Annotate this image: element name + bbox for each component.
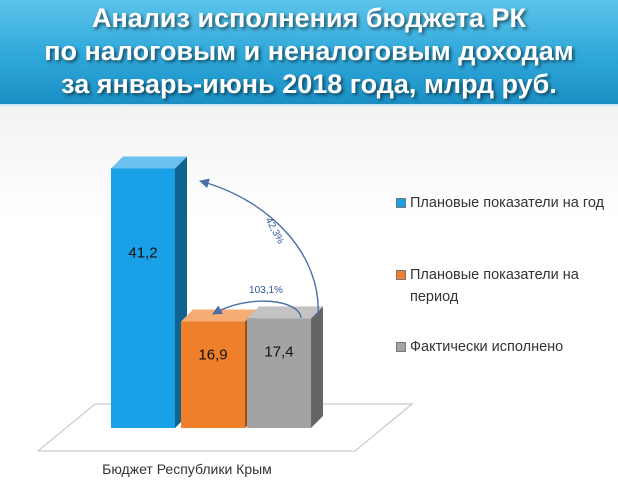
legend-label-planned-year: Плановые показатели на год [410, 195, 605, 211]
title-banner: Анализ исполнения бюджета РК по налоговы… [0, 0, 618, 106]
bar-actual [247, 306, 323, 428]
annotation-arrow-2 [212, 300, 302, 319]
title-line-2: по налоговым и неналоговым доходам [44, 36, 574, 66]
slide-title: Анализ исполнения бюджета РК по налоговы… [0, 2, 618, 101]
value-label-actual: 17,4 [264, 343, 293, 360]
value-labels: 41,2 16,9 17,4 [128, 244, 293, 363]
bar-planned-year [111, 156, 187, 428]
legend-swatch-planned-period [396, 270, 406, 280]
annotation-arrows: 42,3% 103,1% [199, 178, 319, 319]
title-line-1: Анализ исполнения бюджета РК [91, 3, 527, 33]
legend-label-planned-period: Плановые показатели на период [410, 267, 579, 305]
legend-label-actual: Фактически исполнено [410, 339, 564, 355]
bar-top-planned-year [111, 156, 187, 169]
bar-top-planned-period [181, 309, 257, 322]
bar-side-actual [311, 306, 323, 428]
bar-front-planned-period [181, 321, 245, 428]
bar-top-actual [247, 306, 323, 319]
annotation-arrow-1 [199, 178, 319, 317]
legend-swatch-actual [396, 342, 406, 352]
bar-front-actual [247, 318, 311, 428]
annotation-label-1: 42,3% [263, 216, 286, 246]
value-label-planned-period: 16,9 [198, 347, 227, 364]
bar-front-planned-year [111, 168, 175, 428]
bars-layer [111, 156, 323, 428]
legend-swatch-planned-year [396, 198, 406, 208]
value-label-planned-year: 41,2 [128, 244, 157, 261]
annotation-label-2: 103,1% [249, 285, 283, 296]
bar-planned-period [181, 309, 257, 428]
title-line-3: за январь-июнь 2018 года, млрд руб. [61, 69, 557, 99]
category-label: Бюджет Республики Крым [102, 461, 272, 477]
